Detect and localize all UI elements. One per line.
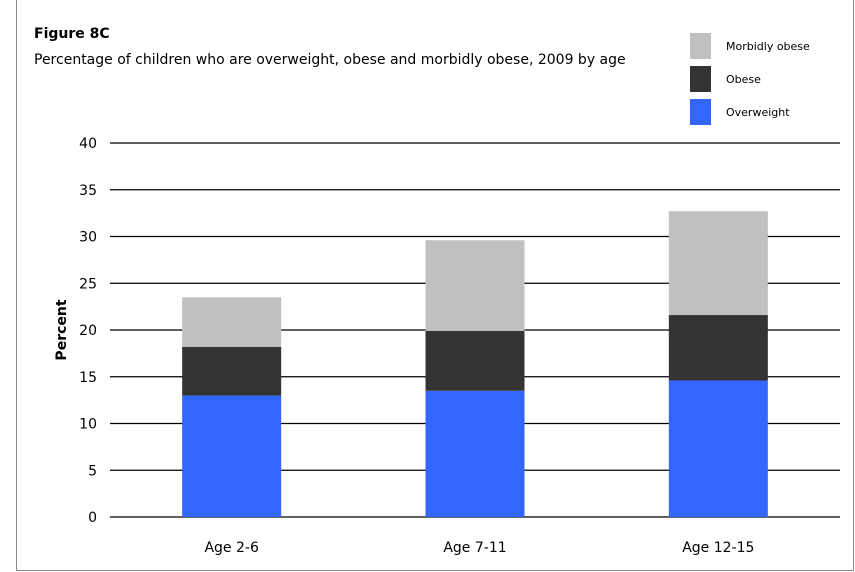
- legend-swatch: [690, 66, 711, 92]
- legend: Morbidly obese Obese Overweight: [690, 33, 810, 125]
- bar-morbidly-obese: [425, 240, 525, 331]
- y-tick-label: 20: [79, 323, 97, 339]
- y-axis-label: Percent: [54, 299, 70, 360]
- y-tick-label: 30: [79, 230, 97, 246]
- legend-label: Overweight: [726, 106, 790, 119]
- y-axis-ticks: 0 5 10 15 20 25 30 35 40: [79, 136, 97, 526]
- chart-frame: [16, 0, 854, 571]
- x-axis-ticks: Age 2-6 Age 7-11 Age 12-15: [204, 540, 754, 556]
- x-tick-label: Age 7-11: [443, 540, 506, 556]
- y-tick-label: 35: [79, 183, 97, 199]
- bars: [182, 211, 768, 517]
- legend-swatch: [690, 33, 711, 59]
- bar-overweight: [425, 390, 525, 517]
- figure-label: Figure 8C: [34, 26, 110, 42]
- bar-overweight: [182, 395, 282, 517]
- y-tick-label: 5: [88, 463, 97, 479]
- bar-overweight: [668, 380, 768, 517]
- bar-obese: [425, 330, 525, 391]
- y-tick-label: 40: [79, 136, 97, 152]
- bar-morbidly-obese: [668, 211, 768, 316]
- x-tick-label: Age 2-6: [204, 540, 258, 556]
- legend-swatch: [690, 99, 711, 125]
- legend-label: Morbidly obese: [726, 40, 810, 53]
- chart-title: Percentage of children who are overweigh…: [34, 52, 626, 68]
- bar-obese: [668, 315, 768, 381]
- x-tick-label: Age 12-15: [682, 540, 754, 556]
- y-tick-label: 10: [79, 417, 97, 433]
- y-tick-label: 25: [79, 276, 97, 292]
- y-tick-label: 15: [79, 370, 97, 386]
- bar-morbidly-obese: [182, 297, 282, 347]
- y-tick-label: 0: [88, 510, 97, 526]
- legend-label: Obese: [726, 73, 761, 86]
- bar-obese: [182, 346, 282, 396]
